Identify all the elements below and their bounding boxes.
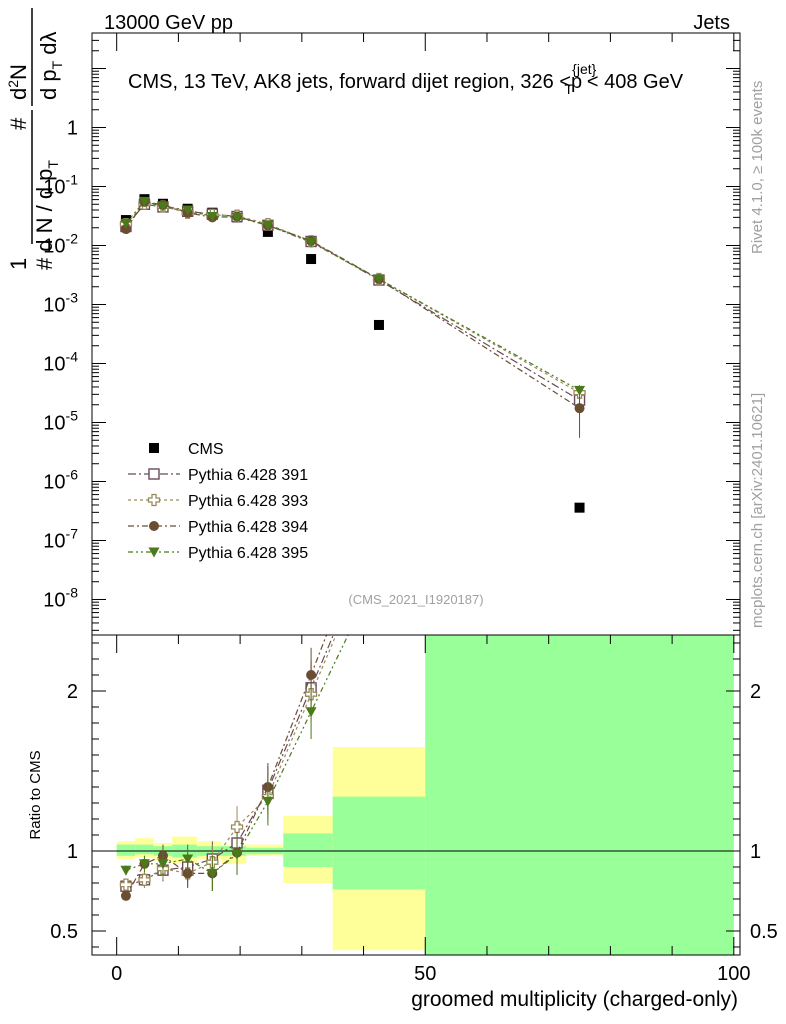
ratio-line — [125, 635, 337, 886]
series-2 — [119, 197, 586, 401]
band-inner — [283, 833, 333, 867]
x-tick-label: 50 — [414, 963, 436, 985]
y-tick-label: 10-2 — [43, 231, 78, 258]
y-tick-label: 10-4 — [43, 348, 78, 375]
ratio-y-tick-label: 1 — [67, 841, 78, 863]
data-point — [262, 226, 273, 237]
legend-marker — [148, 468, 160, 480]
data-point — [182, 205, 194, 216]
main-plot-area — [119, 194, 586, 513]
ratio-y-tick-label-right: 0.5 — [750, 921, 778, 943]
ratio-y-axis: 0.5 0.5 1 1 2 2 — [50, 642, 778, 948]
ratio-point — [230, 820, 244, 834]
ratio-y-tick-label: 0.5 — [50, 921, 78, 943]
ratio-point — [138, 873, 151, 886]
series-0 — [120, 194, 585, 513]
band-inner — [425, 635, 734, 955]
rivet-version-label: Rivet 4.1.0, ≥ 100k events — [749, 81, 766, 254]
header-process: Jets — [693, 12, 730, 34]
x-tick-label: 0 — [111, 963, 122, 985]
y-tick-label: 10-5 — [43, 407, 78, 434]
data-point — [262, 220, 274, 231]
ratio-point — [157, 859, 169, 870]
main-y-axis-label: 1 #d N / d pT # d2N d pT dλ — [5, 8, 65, 270]
legend-label: CMS — [188, 441, 224, 458]
series-line — [125, 200, 580, 391]
series-line — [125, 201, 580, 409]
legend-label: Pythia 6.428 394 — [188, 519, 308, 536]
ratio-y-tick-label-right: 2 — [750, 681, 761, 703]
mcplots-reference-label: mcplots.cern.ch [arXiv:2401.10621] — [749, 393, 766, 628]
series-line — [125, 203, 580, 394]
band-inner — [135, 844, 154, 855]
ratio-y-tick-label-right: 1 — [750, 841, 761, 863]
data-point — [157, 201, 169, 212]
ratio-y-axis-label: Ratio to CMS — [27, 750, 44, 839]
data-point — [305, 237, 317, 248]
x-axis-label: groomed multiplicity (charged-only) — [411, 988, 738, 1011]
ratio-point — [206, 868, 218, 879]
header-energy: 13000 GeV pp — [104, 12, 233, 34]
data-point — [373, 319, 384, 330]
data-point — [120, 224, 131, 235]
y-tick-label: 10-6 — [43, 466, 78, 493]
ratio-point — [182, 854, 194, 865]
y-tick-label: 10-1 — [43, 172, 78, 199]
data-point — [138, 196, 150, 207]
legend-marker — [148, 547, 160, 558]
ratio-point — [305, 707, 317, 718]
ratio-y-tick-label: 2 — [67, 681, 78, 703]
band-inner — [332, 796, 426, 890]
x-axis: 0 50 100 — [111, 33, 751, 985]
data-point — [373, 274, 385, 285]
legend-marker — [149, 521, 159, 531]
band-inner — [116, 844, 136, 856]
ratio-point — [231, 849, 243, 860]
ratio-point — [306, 670, 317, 680]
ratio-point — [138, 859, 150, 870]
y-tick-label: 10-7 — [43, 525, 78, 552]
ratio-uncertainty-bands — [92, 635, 740, 955]
ratio-frame — [91, 634, 741, 956]
main-y-axis: 10-8 10-7 10-6 10-5 10-4 10-3 10-2 10-1 1 — [43, 32, 740, 631]
data-point — [306, 254, 317, 265]
ratio-point — [120, 890, 131, 901]
legend: CMS Pythia 6.428 391 Pythia 6.428 393 Pythi… — [128, 441, 308, 562]
legend-marker — [149, 443, 159, 453]
y-label-frac1-numerator: 1 — [6, 258, 31, 270]
series-4 — [120, 196, 586, 398]
legend-label: Pythia 6.428 393 — [188, 493, 308, 510]
ratio-point — [262, 796, 274, 807]
data-point — [574, 502, 585, 513]
data-point — [231, 212, 243, 223]
legend-label: Pythia 6.428 391 — [188, 467, 308, 484]
ratio-point — [119, 878, 133, 891]
y-label-frac3-numerator: d2N — [5, 64, 31, 100]
y-tick-label: 10-8 — [43, 584, 78, 611]
legend-marker — [147, 493, 161, 507]
y-label-frac3-denominator: d pT dλ — [36, 31, 65, 100]
x-tick-label: 100 — [717, 963, 750, 985]
data-point — [574, 385, 586, 396]
analysis-tag: (CMS_2021_I1920187) — [348, 592, 483, 607]
y-tick-label: 1 — [67, 118, 78, 140]
data-point — [574, 403, 585, 414]
y-label-frac2-numerator: # — [6, 117, 31, 130]
series-line — [125, 203, 580, 401]
ratio-point — [120, 865, 132, 876]
series-3 — [120, 196, 585, 438]
data-point — [120, 218, 132, 229]
ratio-series-3 — [120, 635, 349, 891]
ratio-plot-area — [119, 635, 349, 901]
series-1 — [120, 198, 586, 413]
data-point — [206, 212, 218, 223]
y-tick-label: 10-3 — [43, 290, 78, 317]
legend-label: Pythia 6.428 395 — [188, 545, 308, 562]
y-label-frac1-denominator: #d N / d pT — [32, 160, 61, 270]
chart-title: CMS, 13 TeV, AK8 jets, forward dijet reg… — [128, 61, 684, 97]
